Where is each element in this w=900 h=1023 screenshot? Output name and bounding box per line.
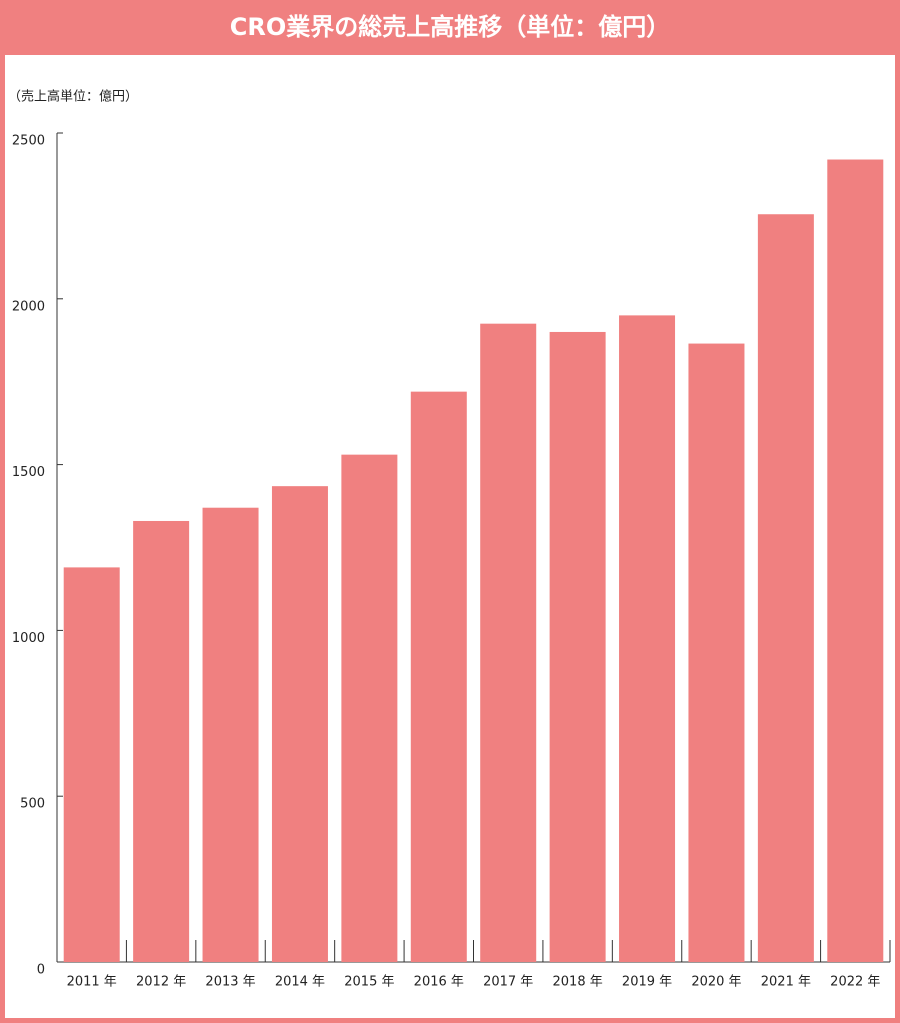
bar (202, 507, 259, 962)
y-tick-label: 1000 (12, 631, 45, 646)
y-tick-label: 500 (20, 797, 45, 812)
x-tick-label: 2016 年 (414, 975, 464, 990)
y-axis-label: （売上高単位：億円） (8, 89, 138, 105)
x-tick-label: 2011 年 (67, 975, 117, 990)
x-tick-label: 2012 年 (136, 975, 186, 990)
y-tick-label: 2500 (12, 134, 45, 149)
bar (827, 159, 884, 962)
bar (619, 315, 676, 962)
bar (63, 567, 120, 962)
bar (341, 454, 398, 962)
bar (410, 391, 467, 962)
x-tick-label: 2015 年 (344, 975, 394, 990)
bar (688, 343, 745, 962)
chart-title: CRO業界の総売上高推移（単位：億円） (230, 13, 671, 41)
x-tick-label: 2018 年 (553, 975, 603, 990)
x-tick-label: 2019 年 (622, 975, 672, 990)
x-tick-label: 2014 年 (275, 975, 325, 990)
bar (757, 214, 814, 962)
x-tick-label: 2021 年 (761, 975, 811, 990)
bar (480, 323, 537, 962)
x-tick-label: 2017 年 (483, 975, 533, 990)
y-tick-label: 1500 (12, 465, 45, 480)
y-tick-label: 2000 (12, 299, 45, 314)
bar (549, 331, 606, 963)
x-tick-label: 2022 年 (830, 975, 880, 990)
x-tick-label: 2020 年 (691, 975, 741, 990)
bar (133, 520, 190, 962)
bar (271, 486, 328, 962)
x-tick-label: 2013 年 (205, 975, 255, 990)
y-tick-label: 0 (37, 963, 45, 978)
